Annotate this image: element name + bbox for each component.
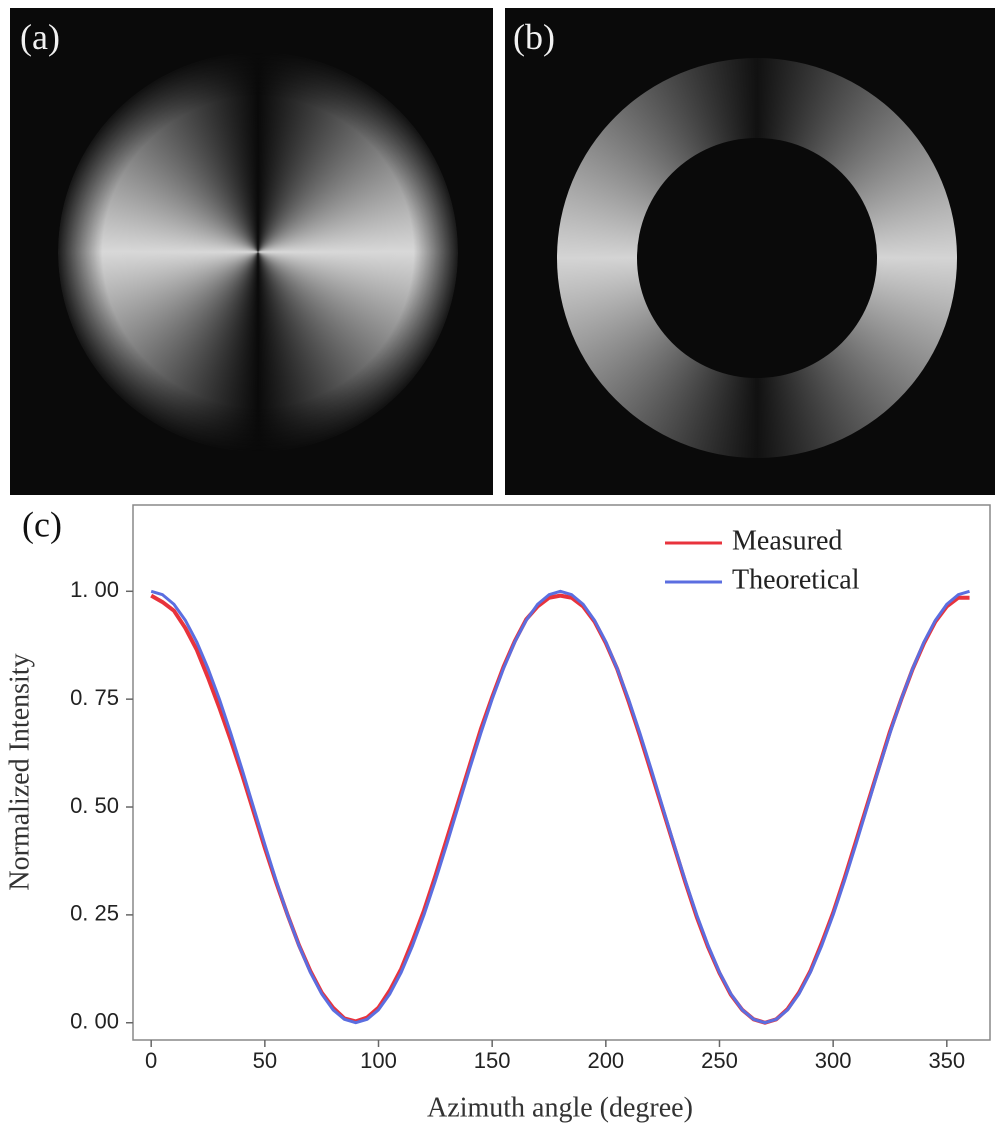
image-panel-a: (a) <box>10 8 493 495</box>
panel-label: (c) <box>22 504 62 544</box>
data-line <box>150 593 970 1025</box>
y-tick-label: 0. 25 <box>70 901 119 926</box>
panel-label: (a) <box>20 17 60 57</box>
intensity-pattern <box>58 52 458 452</box>
x-axis-label: Azimuth angle (degree) <box>427 1092 693 1123</box>
legend-label: Theoretical <box>732 564 860 595</box>
x-tick-label: 100 <box>360 1048 397 1073</box>
panel-label: (b) <box>513 17 555 57</box>
x-tick-label: 0 <box>145 1048 157 1073</box>
y-tick-label: 0. 75 <box>70 685 119 710</box>
x-tick-label: 250 <box>701 1048 738 1073</box>
ring-hole <box>637 138 877 378</box>
x-tick-label: 200 <box>587 1048 624 1073</box>
y-tick-label: 1. 00 <box>70 577 119 602</box>
y-axis-label: Normalized Intensity <box>4 653 35 890</box>
image-panel-b: (b) <box>505 8 995 495</box>
y-tick-label: 0. 00 <box>70 1009 119 1034</box>
plot-frame <box>132 504 991 1041</box>
legend-label: Measured <box>732 525 842 556</box>
x-tick-label: 50 <box>253 1048 277 1073</box>
x-tick-label: 350 <box>928 1048 965 1073</box>
data-line <box>150 589 970 1025</box>
x-tick-label: 300 <box>815 1048 852 1073</box>
x-tick-label: 150 <box>474 1048 511 1073</box>
y-tick-label: 0. 50 <box>70 793 119 818</box>
